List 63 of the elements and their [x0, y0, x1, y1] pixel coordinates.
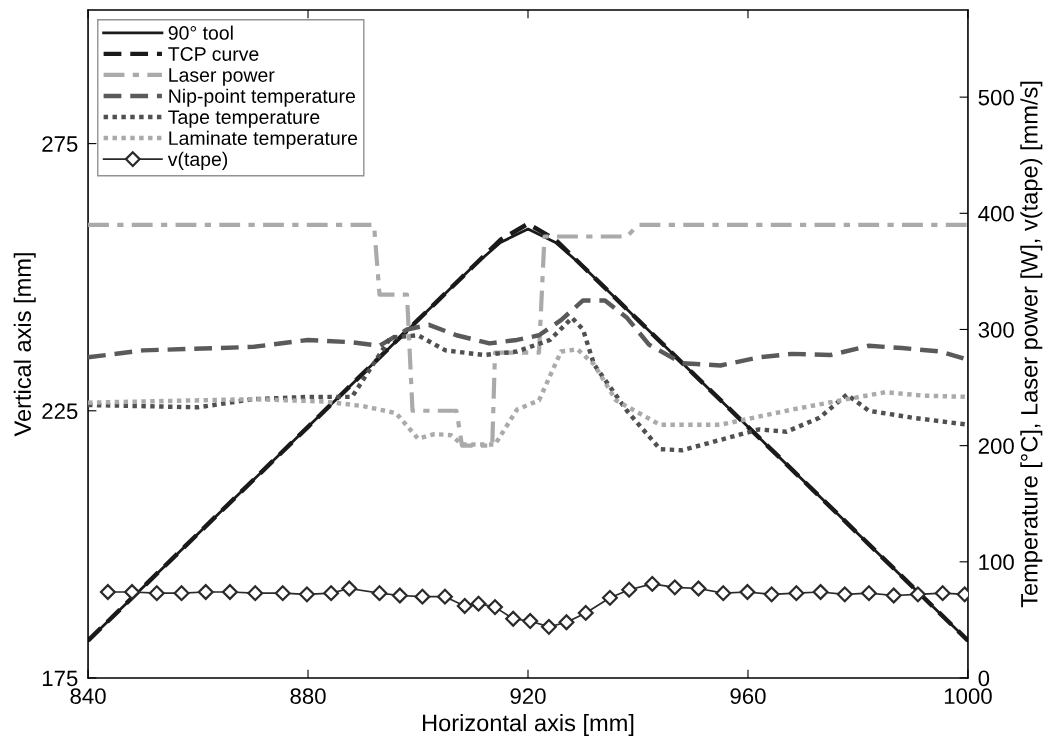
point: [197, 584, 214, 600]
point: [436, 588, 453, 605]
point: [836, 586, 853, 603]
point: [666, 579, 683, 596]
point: [99, 584, 116, 600]
point: [860, 585, 877, 602]
point: [739, 584, 756, 600]
y2-tick-label: 300: [978, 322, 1014, 338]
x-tick-label: 1000: [944, 688, 992, 705]
point: [644, 575, 661, 592]
point: [505, 610, 522, 627]
point: [522, 613, 539, 630]
x-tick-label: 840: [70, 688, 106, 705]
point: [124, 584, 141, 600]
x-tick-label: 960: [730, 688, 766, 705]
point: [540, 618, 557, 635]
x-tick-label: 880: [290, 688, 326, 705]
point: [690, 580, 707, 597]
y-tick-label: 175: [42, 670, 78, 687]
point: [885, 587, 902, 604]
legend-label: v(tape): [167, 151, 228, 170]
y2-tick-label: 100: [979, 554, 1014, 571]
y-tick-label: 275: [42, 136, 78, 152]
y2-axis-title: Temperature [°C], Laser power [W], v(tape) [mm/s]: [1020, 81, 1043, 608]
point: [812, 584, 829, 600]
line-series: [88, 222, 968, 448]
y2-tick-label: 500: [978, 89, 1014, 106]
point: [341, 580, 358, 597]
point: [391, 587, 408, 604]
legend-label: TCP curve: [168, 47, 259, 61]
point: [470, 595, 487, 612]
point: [909, 586, 926, 603]
point: [487, 599, 503, 616]
point: [621, 581, 638, 598]
point: [715, 585, 732, 602]
legend-label: 90° tool: [168, 25, 233, 40]
point: [274, 585, 291, 602]
y2-tick-label: 200: [978, 438, 1014, 454]
point: [173, 585, 190, 602]
y2-tick-label: 0: [978, 670, 990, 687]
point: [414, 588, 431, 605]
legend-label: Laminate temperature: [169, 130, 358, 149]
point: [763, 586, 780, 603]
point: [221, 584, 238, 600]
point: [323, 585, 340, 602]
point: [148, 585, 165, 602]
point: [558, 614, 575, 631]
point: [247, 585, 264, 602]
point: [298, 586, 315, 603]
x-tick-label: 920: [510, 688, 546, 705]
point: [456, 597, 473, 614]
y-axis-title: Vertical axis [mm]: [13, 253, 36, 437]
point: [601, 589, 618, 606]
point: [788, 585, 805, 602]
legend-label: Nip-point temperature: [169, 88, 355, 107]
point: [934, 585, 951, 602]
y2-tick-label: 400: [978, 205, 1014, 222]
legend-label: Tape temperature: [168, 110, 320, 128]
legend-label: Laser power: [169, 68, 275, 86]
y-tick-label: 225: [42, 403, 78, 420]
point: [371, 585, 388, 602]
x-axis-title: Horizontal axis [mm]: [423, 713, 634, 736]
point: [577, 604, 594, 621]
